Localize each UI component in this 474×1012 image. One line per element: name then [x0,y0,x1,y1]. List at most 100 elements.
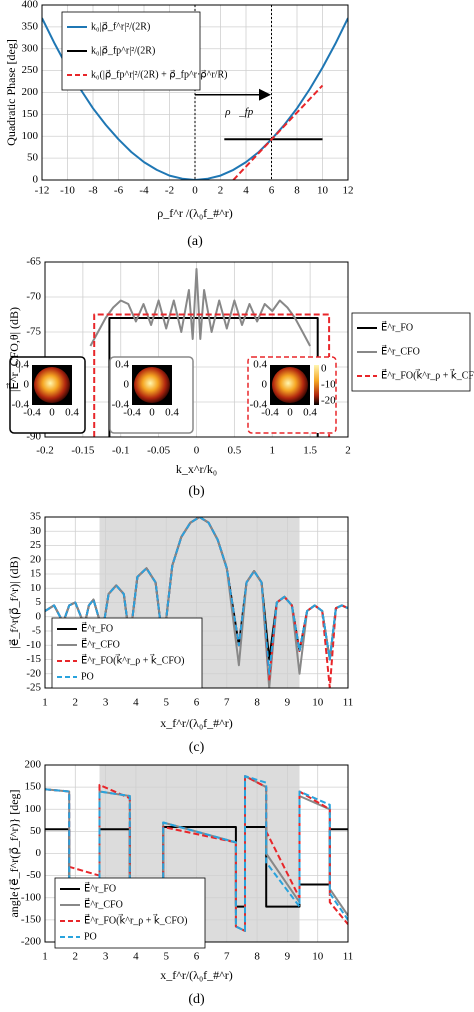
inset-pattern [134,367,170,403]
y-tick-label: 300 [22,42,39,54]
inset-y-tick-label: -0.4 [112,399,130,411]
legend-label: k₀|ρ⃗_fp^r|²/(2R) [91,45,155,56]
panel-caption: (a) [187,234,203,249]
x-tick-label: 1 [270,445,276,457]
inset-x-tick-label: -0.4 [261,407,279,419]
x-tick-label: 6 [194,697,200,709]
y-tick-label: 30 [30,525,42,537]
x-tick-label: 0 [194,445,200,457]
inset-y-tick-label: -0.4 [250,399,268,411]
panel-caption: (c) [189,740,205,755]
x-tick-label: -12 [35,185,50,197]
y-tick-label: 150 [25,781,42,793]
x-tick-label: 5 [163,951,169,963]
inset-y-tick-label: 0 [262,379,268,391]
series-line [232,84,324,180]
y-axis-label: |E⃗^r_CFO,θ| (dB) [6,307,21,392]
x-tick-label: 8 [254,697,260,709]
x-tick-label: -2 [165,185,174,197]
x-tick-label: 6 [194,951,200,963]
x-tick-label: -4 [139,185,149,197]
legend-label: k₀|ρ⃗_f^r|²/(2R) [91,21,150,32]
y-tick-label: -10 [26,639,41,651]
x-axis-label: k_x^r/k₀ [176,462,217,476]
legend-label: E⃗^r_CFO [381,344,420,357]
legend-label: E⃗^r_FO(k⃗^r_ρ + k⃗_CFO) [81,653,184,666]
chart-panel: 0 50 100 150 200 250 300 350 400 -12 -10 -8 -6 -4 -2 0 2… [4,0,354,249]
y-tick-label: 25 [30,539,42,551]
x-tick-label: -0.15 [71,445,94,457]
y-tick-label: -5 [32,625,42,637]
y-tick-label: -25 [26,682,41,694]
legend-label: E⃗^r_CFO [84,897,123,910]
inset-y-tick-label: 0.4 [15,359,29,371]
x-tick-label: -8 [88,185,98,197]
inset-x-tick-label: 0 [49,407,55,419]
x-axis-label: ρ_f^r /(λ₀f_#^r) [157,206,233,220]
y-tick-label: 0 [36,610,42,622]
x-tick-label: 2 [73,697,79,709]
y-tick-label: 400 [22,0,39,11]
y-tick-label: -65 [26,256,41,268]
plot-frame [41,4,349,181]
y-tick-label: 200 [25,759,42,771]
legend-label: PO [84,931,97,942]
x-tick-label: -0.05 [147,445,170,457]
y-tick-label: 200 [22,86,39,98]
legend-label: E⃗^r_FO [81,621,113,634]
y-tick-label: -75 [26,326,41,338]
inset-x-tick-label: 0.4 [165,407,179,419]
y-tick-label: 150 [22,108,39,120]
x-tick-label: 4 [133,951,139,963]
colorbar-tick-label: 0 [321,363,327,375]
y-tick-label: 0 [36,847,42,859]
y-tick-label: -200 [21,936,42,948]
x-tick-label: 0.5 [228,445,242,457]
x-tick-label: 4 [133,697,139,709]
colorbar-tick-label: -10 [321,379,336,391]
y-tick-label: 0 [33,174,39,186]
series-group [42,17,348,180]
inset-x-tick-label: 0.4 [303,407,317,419]
x-tick-label: 1.5 [303,445,317,457]
inset-x-tick-label: 0.4 [65,407,79,419]
x-tick-label: 12 [343,185,354,197]
y-tick-label: 250 [22,64,39,76]
inset-y-tick-label: 0.4 [253,359,267,371]
legend-label: E⃗^r_FO(k⃗^r_ρ + k⃗_CFO) [381,368,474,381]
legend-label: k₀(|ρ⃗_fp^r|²/(2R) + ρ⃗_fp^r·ρ⃗^r/R) [91,69,227,80]
inset-pattern [34,367,70,403]
y-tick-label: -70 [26,291,41,303]
series-group [45,517,348,688]
y-tick-label: 100 [25,803,42,815]
inset-x-tick-label: -0.4 [123,407,141,419]
inset-y-tick-label: 0 [124,379,130,391]
x-tick-label: 0 [192,185,198,197]
series-line [45,517,348,675]
x-tick-label: -6 [114,185,124,197]
x-tick-label: 11 [343,951,354,963]
x-tick-label: 3 [103,951,109,963]
y-tick-label: -15 [26,653,41,665]
y-tick-label: 5 [36,596,42,608]
y-axis-label: angle{e⃗_f^r(ρ⃗_f^r)} [deg] [7,789,21,917]
chart-panel: -25 -20 -15 -10 -5 0 5 10 15 20 25 30 35 1 2 3 4 5 6 7 8 9 10 1… [7,511,354,756]
y-tick-label: 35 [30,511,42,523]
series-line [42,17,348,180]
x-tick-label: 10 [312,697,324,709]
x-tick-label: 2 [218,185,224,197]
inset-x-tick-label: 0 [149,407,155,419]
y-axis-label: Quadratic Phase [deg] [4,39,18,146]
legend-label: E⃗^r_CFO [81,637,120,650]
x-tick-label: 7 [224,951,230,963]
y-tick-label: 350 [22,20,39,32]
y-tick-label: -150 [21,913,42,925]
x-tick-label: 1 [42,951,48,963]
x-tick-label: 1 [42,697,48,709]
panel-caption: (d) [188,992,205,1007]
plot-frame [44,261,349,438]
inset-y-tick-label: 0 [24,379,30,391]
x-tick-label: 5 [163,697,169,709]
annotation-text: ρ⃗_fp [224,106,253,118]
